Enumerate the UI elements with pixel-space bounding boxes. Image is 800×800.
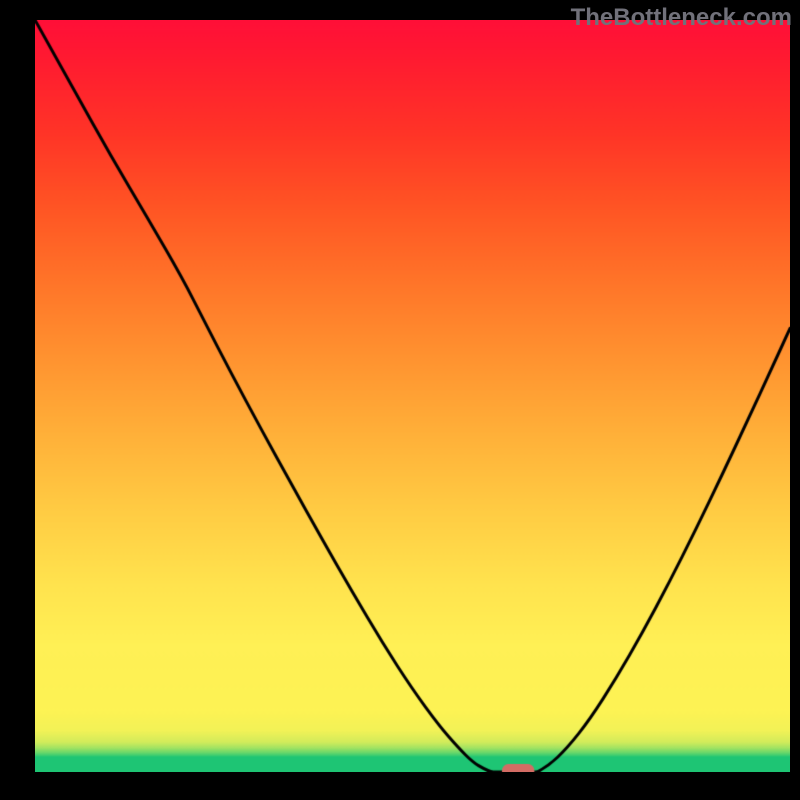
chart-frame: TheBottleneck.com xyxy=(0,0,800,800)
watermark-label: TheBottleneck.com xyxy=(571,4,792,32)
chart-canvas xyxy=(35,20,790,772)
chart-plot-area xyxy=(35,20,790,772)
